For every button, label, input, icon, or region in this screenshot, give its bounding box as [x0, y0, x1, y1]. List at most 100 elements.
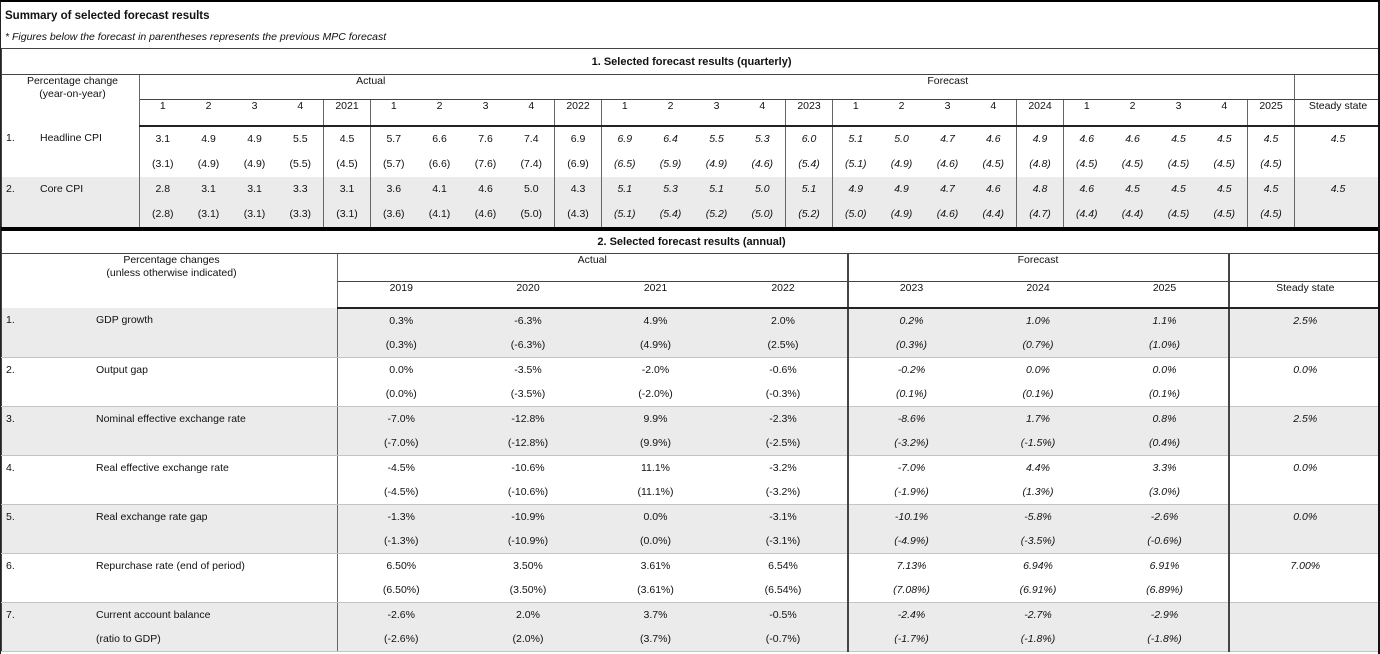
column-header: 1 [370, 99, 417, 127]
current-value: 3.1 [201, 183, 216, 195]
table-row: 1. Headline CPI 3.1 (3.1) 4.9 (4.9) 4.9 (4.9) 5.… [1, 126, 1378, 177]
value-cell: 4.4% (1.3%) [974, 455, 1102, 505]
row-axis-header-line2: (unless otherwise indicated) [106, 267, 237, 279]
steady-state-cell: 0.0% [1227, 455, 1378, 505]
current-value: 4.5 [1216, 183, 1232, 195]
quarterly-table: 1. Selected forecast results (quarterly)… [1, 48, 1378, 231]
row-label-line1: 5. Real exchange rate gap [2, 505, 337, 529]
value-cell: 3.7% (3.7%) [591, 602, 720, 652]
value-cell: 3.3% (3.0%) [1101, 455, 1229, 505]
value-cell: 4.5 (4.4) [1109, 177, 1156, 229]
steady-state-blank [1296, 152, 1378, 177]
previous-value: (-2.6%) [384, 633, 419, 645]
value-cell: -6.3% (-6.3%) [464, 308, 592, 358]
value-cell: -7.0% (-1.9%) [846, 455, 975, 505]
value-cell: 3.1 (3.1) [231, 177, 278, 229]
row-number-spacer [2, 151, 40, 176]
current-value: 5.0 [894, 133, 909, 145]
row-label-text: GDP growth [96, 314, 153, 326]
value-cell: 2.8 (2.8) [139, 177, 186, 229]
row-label-cell: 4. Real effective exchange rate [1, 455, 338, 505]
value-cell: 1.0% (0.7%) [974, 308, 1102, 358]
current-value: 3.3% [1152, 462, 1177, 474]
row-label-text: Headline CPI [40, 132, 102, 144]
value-cell: 6.0 (5.4) [785, 126, 833, 177]
current-value: -10.6% [511, 462, 545, 474]
previous-value: (-3.5%) [1020, 535, 1056, 547]
row-label-line2: (ratio to GDP) [2, 627, 337, 651]
current-value: -2.3% [769, 413, 797, 425]
current-value: 6.4 [663, 133, 678, 145]
row-label-line1: 1. Headline CPI [2, 126, 139, 151]
previous-value: (5.0) [520, 208, 543, 220]
value-cell: 4.9 (4.9) [186, 126, 232, 177]
previous-value: (3.1) [197, 208, 220, 220]
previous-value: (7.08%) [893, 584, 930, 596]
previous-value: (1.0%) [1149, 339, 1180, 351]
actual-group-header: Actual [139, 74, 602, 100]
previous-value: (-3.2%) [765, 486, 801, 498]
steady-state-cell: 4.5 [1293, 177, 1378, 229]
value-cell: -12.8% (-12.8%) [464, 406, 592, 456]
row-label-line2 [2, 529, 337, 553]
steady-state-value: 4.5 [1330, 133, 1346, 145]
previous-value: (6.5) [613, 158, 636, 170]
row-label-cell: 6. Repurchase rate (end of period) [1, 553, 338, 603]
previous-value: (-4.9%) [894, 535, 929, 547]
current-value: 4.5 [1263, 183, 1279, 195]
current-value: 4.5 [1171, 183, 1186, 195]
value-cell: 5.1 (5.2) [785, 177, 833, 229]
value-cell: 0.0% (0.0%) [337, 357, 465, 407]
current-value: -3.1% [769, 511, 797, 523]
row-label-cell: 5. Real exchange rate gap [1, 504, 338, 554]
current-value: 5.3 [754, 133, 770, 145]
value-cell: 4.6 (4.5) [1064, 126, 1110, 177]
current-value: 7.4 [523, 133, 539, 145]
quarterly-column-header-row: 1 2 3 4 2021 1 2 3 4 2022 1 2 3 4 2023 1 2 3 4 2024 1 2 3 4 2025… [2, 99, 1378, 127]
current-value: 5.1 [848, 133, 864, 145]
column-header: 3 [924, 99, 971, 127]
table-row: 5. Real exchange rate gap -1.3% (-1.3%) -10.… [1, 504, 1378, 554]
value-cell: 5.1 (5.1) [601, 177, 648, 229]
current-value: 4.6 [1079, 133, 1095, 145]
current-value: -8.6% [897, 413, 926, 425]
steady-state-value: 2.5% [1293, 315, 1318, 327]
previous-value: (-3.1%) [765, 535, 801, 547]
row-label-text: Real exchange rate gap [96, 511, 208, 523]
previous-value: (4.4) [982, 208, 1005, 220]
value-cell: 4.9% (4.9%) [591, 308, 720, 358]
column-header: 4 [277, 99, 324, 127]
previous-value: (4.5) [1260, 208, 1282, 220]
value-cell: 3.6 (3.6) [370, 177, 417, 229]
row-axis-header-line1: Percentage change [26, 75, 119, 87]
previous-value: (6.54%) [764, 584, 802, 596]
previous-value: (4.5) [982, 158, 1005, 170]
row-axis-header-line1: Percentage changes [123, 254, 220, 266]
current-value: 0.0% [1026, 364, 1050, 376]
previous-value: (-0.3%) [765, 388, 801, 400]
row-label-line2 [2, 480, 337, 504]
value-cell: -3.1% (-3.1%) [719, 504, 848, 554]
previous-value: (0.7%) [1022, 339, 1054, 351]
previous-value: (-3.2%) [894, 437, 929, 449]
column-header: 2022 [554, 99, 602, 127]
value-cell: 11.1% (11.1%) [591, 455, 720, 505]
value-cell: 6.50% (6.50%) [337, 553, 465, 603]
row-label-line1: 2. Output gap [2, 358, 337, 382]
current-value: 4.6 [985, 133, 1001, 145]
current-value: 3.61% [640, 560, 671, 572]
current-value: 3.1 [155, 133, 171, 145]
value-cell: 4.7 (4.6) [924, 177, 971, 229]
table-row: 3. Nominal effective exchange rate -7.0% (-… [1, 406, 1378, 456]
row-label-text2: (ratio to GDP) [96, 633, 161, 645]
current-value: 4.5 [1125, 183, 1140, 195]
steady-state-blank [1296, 202, 1378, 227]
current-value: -10.9% [511, 511, 545, 523]
previous-value: (4.3) [567, 208, 589, 220]
previous-value: (7.6) [474, 158, 497, 170]
previous-value: (0.1%) [896, 388, 927, 400]
steady-state-value: 0.0% [1293, 364, 1318, 376]
current-value: 4.9 [201, 133, 216, 145]
value-cell: 0.3% (0.3%) [337, 308, 465, 358]
